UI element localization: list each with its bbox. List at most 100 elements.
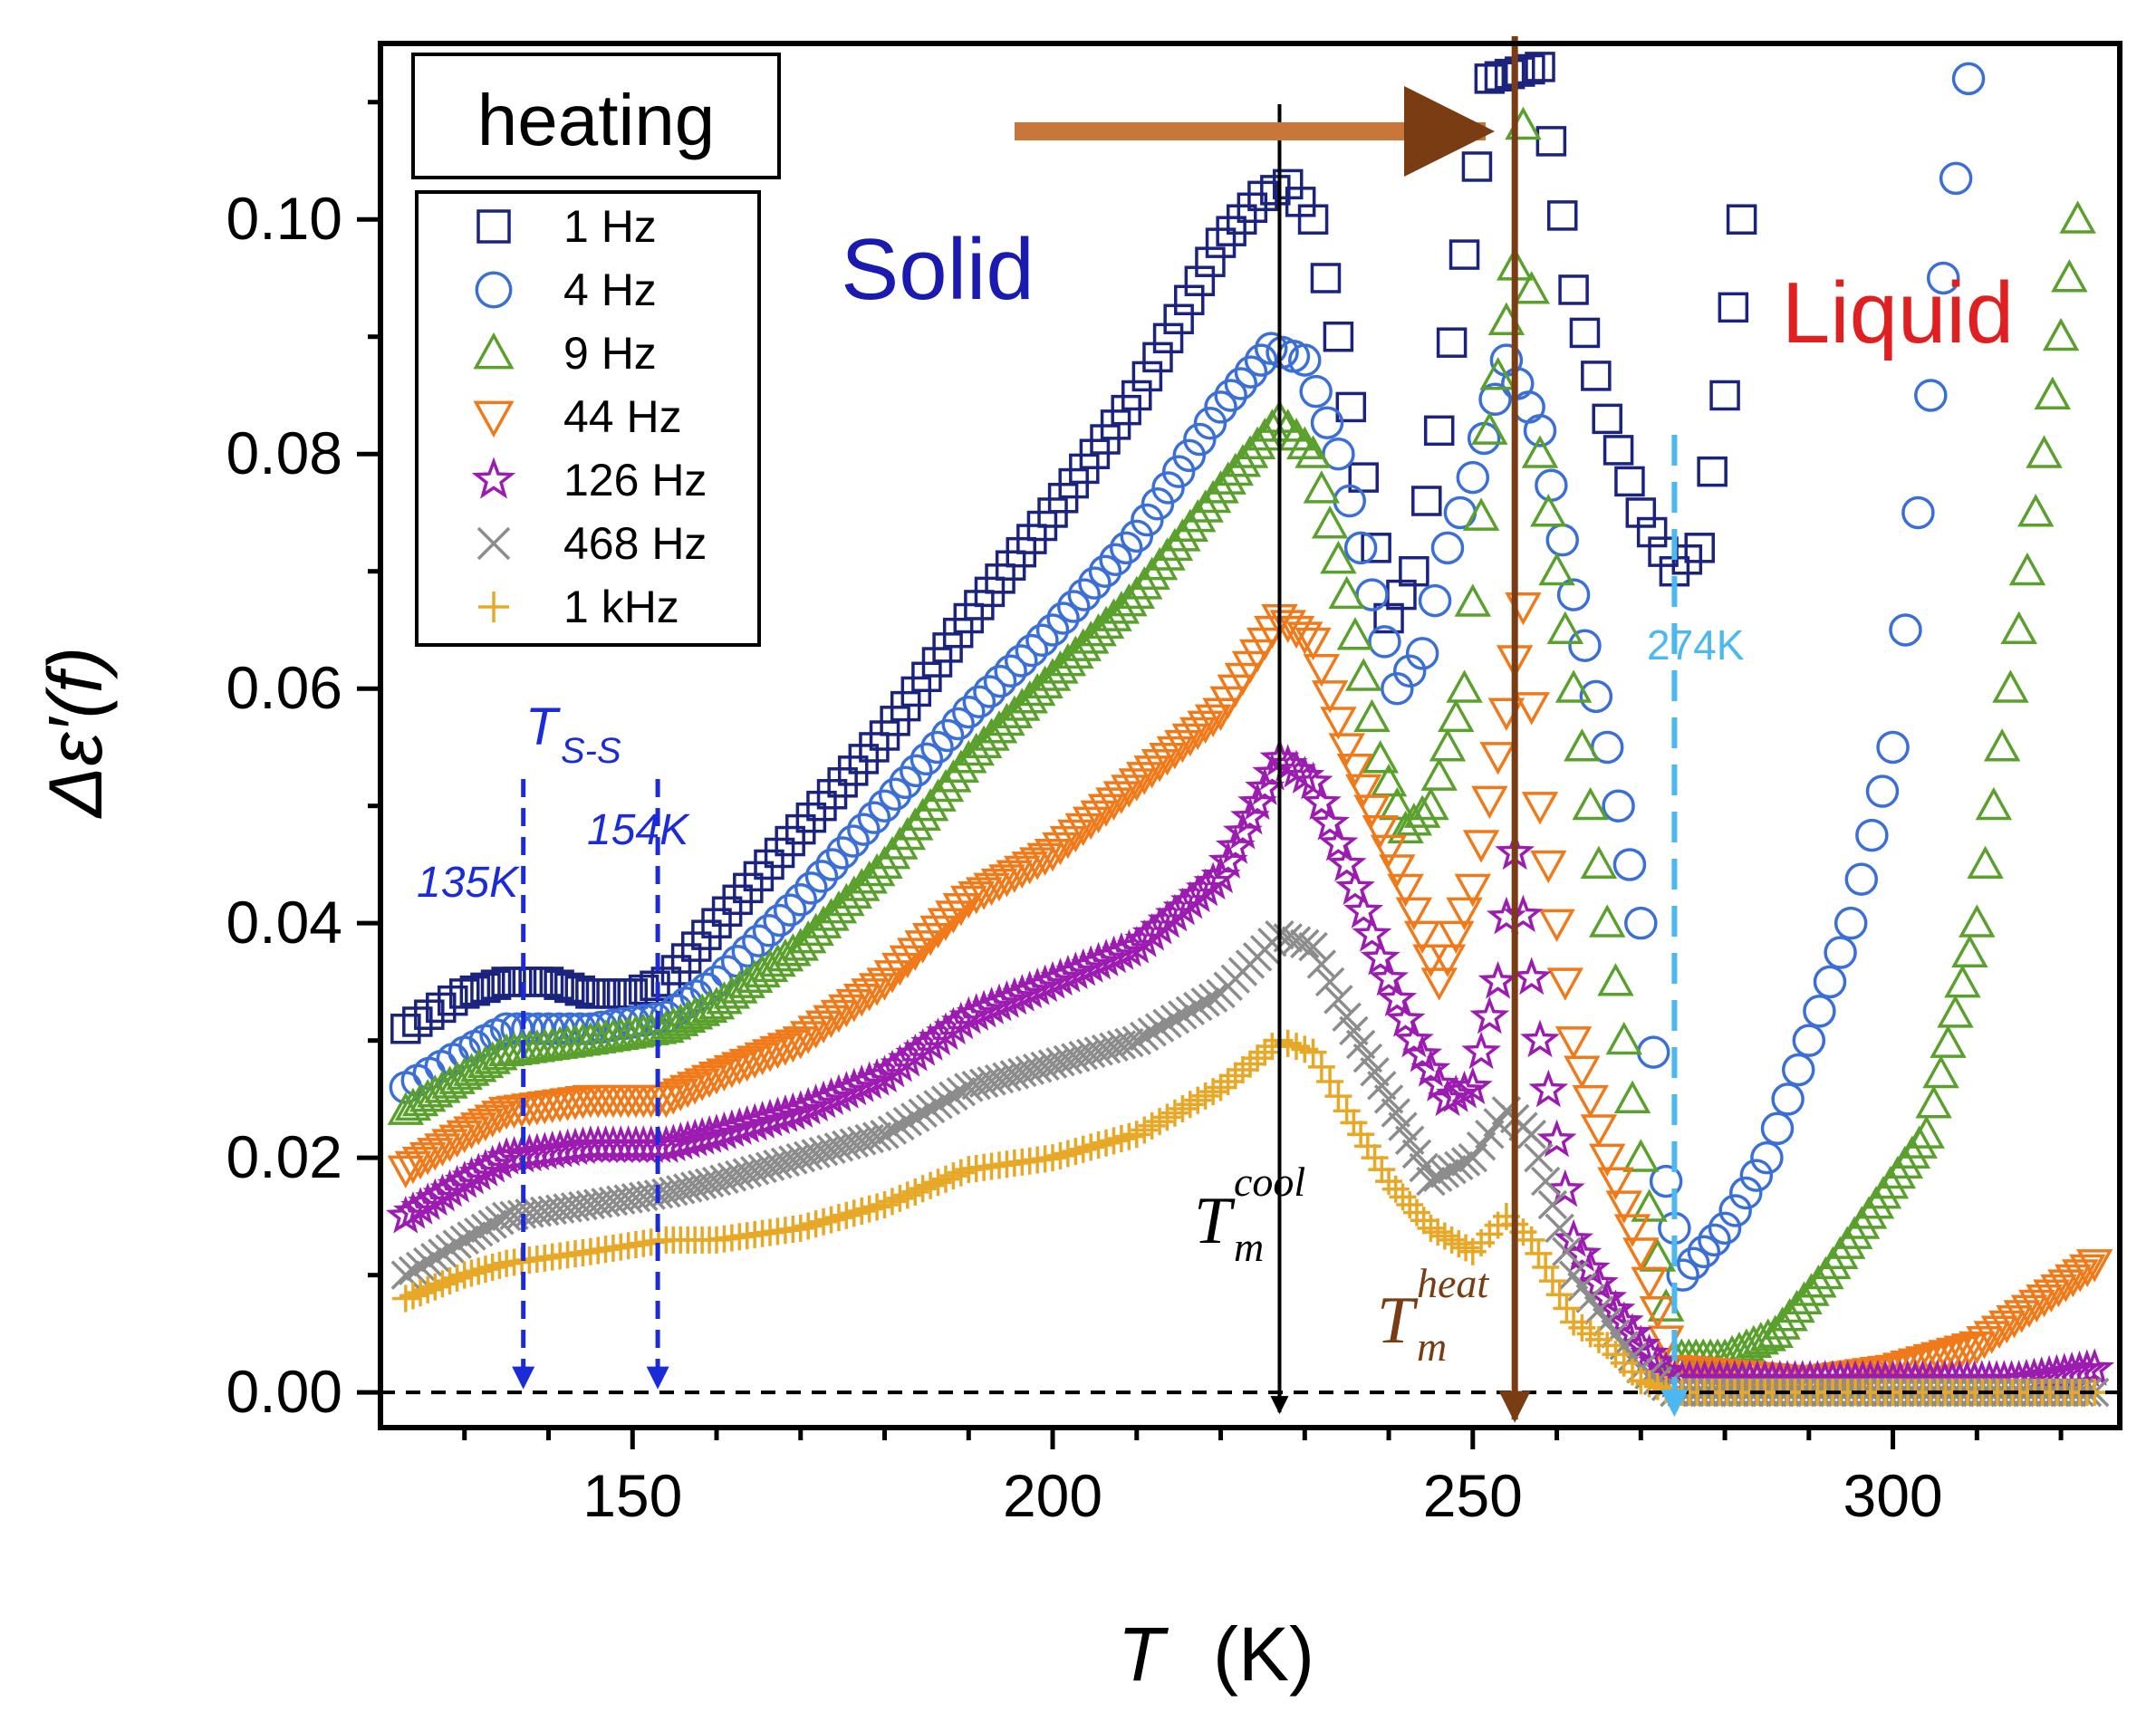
data-point [1299, 1038, 1327, 1066]
data-point [744, 954, 781, 988]
data-point [2068, 1254, 2106, 1288]
data-point [1316, 1068, 1344, 1095]
data-point [1636, 1035, 1670, 1069]
data-point [1834, 906, 1868, 940]
data-point [450, 1261, 478, 1289]
data-point [1118, 768, 1156, 802]
data-point [733, 872, 764, 904]
data-point [855, 1195, 883, 1223]
data-point [1865, 774, 1900, 808]
data-point [1920, 1342, 1958, 1375]
data-point [1194, 479, 1232, 514]
data-point [1992, 669, 2029, 703]
data-point [1299, 374, 1333, 409]
data-point [1026, 842, 1064, 877]
data-point [1452, 1234, 1480, 1262]
data-point [465, 1257, 493, 1285]
data-point [1461, 151, 1493, 182]
liquid-label: Liquid [1782, 265, 2014, 361]
data-point [1558, 274, 1589, 305]
data-point [640, 970, 670, 1001]
data-point [1430, 1222, 1458, 1250]
data-point [1339, 1015, 1369, 1046]
data-point [1244, 1044, 1272, 1073]
data-point [420, 1243, 450, 1273]
data-point [773, 893, 807, 927]
data-point [1190, 987, 1220, 1017]
data-point [1530, 494, 1567, 527]
data-point [1142, 342, 1173, 373]
data-point [927, 908, 965, 941]
data-point [795, 802, 827, 833]
data-point [731, 934, 765, 968]
data-point [412, 1246, 443, 1277]
data-point [942, 749, 980, 784]
data-point [1739, 1159, 1774, 1192]
data-point [1624, 906, 1658, 940]
legend-label: 1 kHz [563, 582, 679, 632]
data-point [407, 1279, 435, 1307]
data-point [2051, 259, 2088, 293]
data-point [810, 1207, 838, 1236]
data-point [892, 1106, 923, 1137]
data-point [1622, 1237, 1660, 1271]
data-point [1423, 415, 1455, 447]
data-point [669, 1074, 707, 1109]
data-point [1226, 204, 1257, 235]
data-point [1546, 200, 1578, 231]
data-point [908, 1098, 938, 1128]
data-point [1631, 1266, 1668, 1300]
data-point [398, 1255, 428, 1286]
data-point [1288, 343, 1322, 377]
data-point [449, 1225, 479, 1255]
data-point [857, 801, 891, 834]
legend-entry: 44 Hz [473, 391, 682, 442]
data-point [1204, 390, 1237, 424]
data-point [1141, 749, 1179, 783]
data-point [1513, 271, 1550, 304]
data-point [1537, 1189, 1568, 1220]
data-point [988, 864, 1025, 898]
data-point [1114, 1027, 1144, 1058]
data-point [1581, 361, 1612, 391]
data-point [1164, 729, 1201, 764]
data-point [786, 1214, 814, 1242]
data-point [721, 970, 758, 1004]
data-point [443, 1264, 471, 1292]
data-point [655, 1082, 692, 1115]
data-point [881, 826, 919, 860]
data-point [1392, 654, 1427, 688]
data-point [1750, 1140, 1784, 1175]
data-point [911, 922, 949, 957]
data-point [1362, 815, 1399, 849]
data-point [1054, 1140, 1082, 1168]
data-point [1320, 707, 1357, 740]
data-point [1156, 736, 1194, 770]
data-point [919, 915, 957, 949]
annotations-layer [380, 36, 2120, 1423]
data-point [459, 975, 491, 1006]
data-point [721, 1052, 758, 1085]
data-point [752, 914, 786, 948]
data-point [835, 988, 873, 1023]
data-point [1637, 1342, 1678, 1380]
data-point [1588, 904, 1626, 938]
data-point [1111, 774, 1148, 808]
data-point [706, 1058, 743, 1092]
data-point [1298, 931, 1328, 962]
data-point [759, 943, 796, 977]
data-point [1430, 531, 1465, 565]
data-point [1367, 1071, 1397, 1101]
legend-label: 4 Hz [563, 265, 657, 315]
data-point [870, 1120, 900, 1150]
data-point [744, 1042, 781, 1076]
legend-entries: 1 Hz 4 Hz 9 Hz 44 Hz 126 Hz 468 Hz 1 kHz [471, 201, 707, 632]
data-point [1452, 1066, 1493, 1105]
data-point [1183, 991, 1213, 1022]
data-point [889, 945, 927, 979]
label-135k: 135K [417, 859, 520, 907]
data-point [1538, 909, 1575, 943]
x-axis-title-symbol: T [1118, 1611, 1169, 1697]
data-point [1328, 733, 1365, 766]
data-point [1781, 1053, 1815, 1087]
